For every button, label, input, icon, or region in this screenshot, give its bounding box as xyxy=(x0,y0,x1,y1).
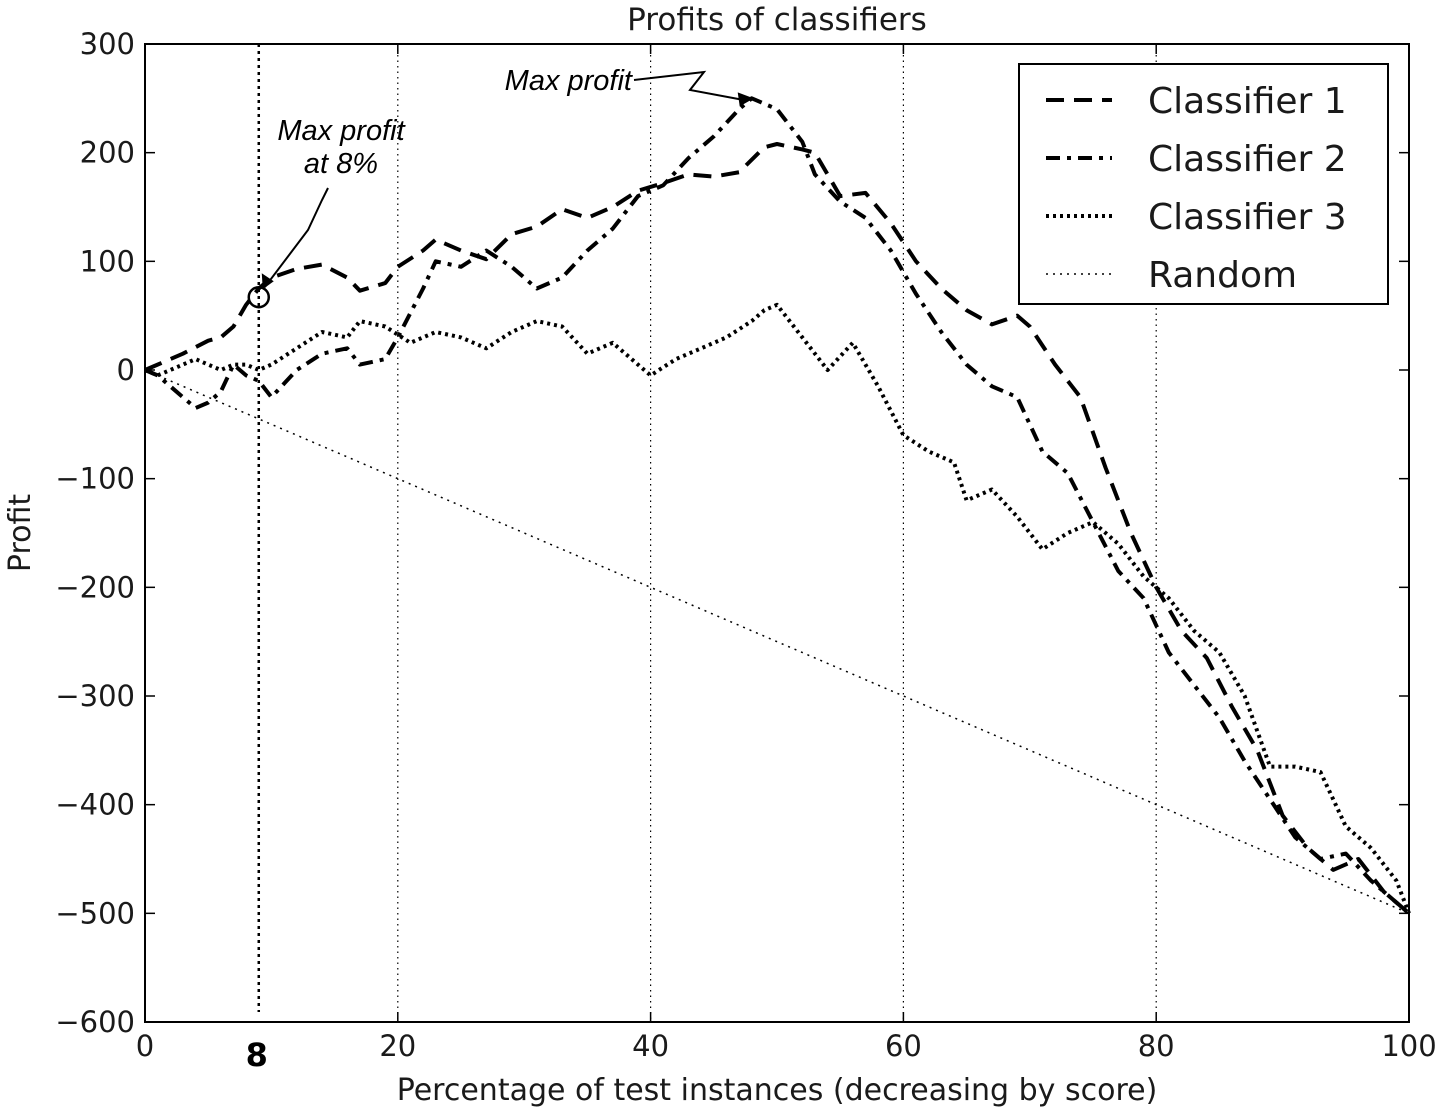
y-tick-label: 100 xyxy=(80,244,135,278)
x-axis-label: Percentage of test instances (decreasing… xyxy=(397,1073,1158,1108)
plot-frame xyxy=(144,43,1410,1023)
legend-label: Random xyxy=(1148,255,1297,296)
series-line-random xyxy=(144,369,1410,914)
y-tick-label: −200 xyxy=(55,570,135,604)
legend-label: Classifier 2 xyxy=(1148,139,1347,180)
annotation-text-1: Max profit xyxy=(277,115,406,147)
y-tick-label: 0 xyxy=(117,353,135,387)
x-tick-label: 80 xyxy=(1138,1029,1175,1063)
legend-label: Classifier 1 xyxy=(1148,81,1347,122)
y-tick-label: −400 xyxy=(55,788,135,822)
series-line-classifier-3 xyxy=(144,302,1411,915)
y-tick-label: −500 xyxy=(55,896,135,930)
annotation-arrow-2 xyxy=(633,70,746,102)
y-tick-label: −300 xyxy=(55,679,135,713)
annotation-arrowhead-1 xyxy=(261,273,274,290)
max-profit-marker: 8 xyxy=(246,44,268,1074)
y-axis-ticks: 300 200 100 0 −100 −200 −300 −400 −500 −600 xyxy=(55,27,1409,1039)
x-tick-label: 40 xyxy=(632,1029,669,1063)
legend: Classifier 1 Classifier 2 Classifier 3 Rand… xyxy=(1018,63,1389,305)
annotation-arrow-1 xyxy=(263,187,329,288)
series-line-classifier-2 xyxy=(144,96,1411,915)
y-tick-label: −600 xyxy=(55,1005,135,1039)
x-axis-ticks: 0 20 40 60 80 100 xyxy=(136,44,1437,1063)
series-group xyxy=(144,96,1411,915)
series-line-classifier-1 xyxy=(144,142,1411,915)
x-tick-label: 60 xyxy=(885,1029,922,1063)
max-profit-x-label: 8 xyxy=(246,1036,268,1074)
y-tick-label: 300 xyxy=(80,27,135,61)
annotation-text-2: Max profit xyxy=(505,65,634,97)
annotation-arrowhead-2 xyxy=(737,92,754,107)
series-random-group xyxy=(144,369,1410,914)
legend-box xyxy=(1018,63,1389,305)
legend-label: Classifier 3 xyxy=(1148,197,1347,238)
y-axis-label: Profit xyxy=(3,494,38,572)
chart-title: Profits of classifiers xyxy=(627,2,927,38)
x-tick-label: 20 xyxy=(379,1029,416,1063)
y-tick-label: −100 xyxy=(55,462,135,496)
x-tick-label: 100 xyxy=(1381,1029,1436,1063)
x-tick-label: 0 xyxy=(136,1029,154,1063)
y-tick-label: 200 xyxy=(80,136,135,170)
annotation-text-1: at 8% xyxy=(304,148,378,180)
max-profit-circle xyxy=(247,285,271,309)
grid-lines xyxy=(397,44,1157,1022)
